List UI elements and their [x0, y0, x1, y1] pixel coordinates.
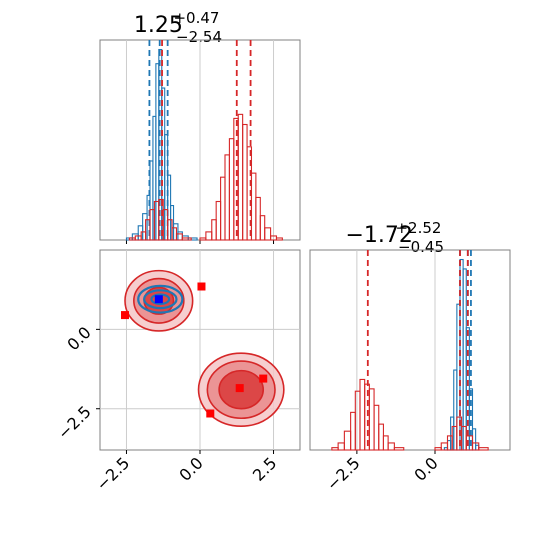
hist-bar-red [205, 231, 213, 241]
hist-bar-red [215, 200, 222, 241]
hist-bar-red [175, 233, 183, 241]
layer-joint: −2.5 0.0 2.5 −2.5 0.0 [54, 250, 300, 494]
hist-bar-red [378, 423, 384, 451]
marker-red [235, 384, 244, 393]
title-hist-y: −1.72 +2.52 −0.45 [345, 218, 446, 256]
marker-red [259, 374, 268, 383]
hist-bar-red [471, 442, 480, 451]
x-tick-label: 0.0 [410, 453, 441, 484]
hist-bar-red [199, 237, 207, 241]
panel-hist-y: −1.72 +2.52 −0.45 −2.5 0.0 [309, 218, 511, 494]
marker-red [206, 409, 215, 418]
marker-blue [154, 295, 163, 304]
hist-bar-red [153, 200, 160, 241]
hist-bar-red [140, 231, 147, 241]
hist-bar-red [242, 123, 248, 241]
hist-bar-blue [177, 231, 183, 241]
marker-red [197, 282, 206, 291]
hist-bar-red [264, 227, 272, 241]
hist-bar-red [224, 154, 230, 241]
hist-bar-red [220, 176, 226, 241]
x-tick-label: −2.5 [323, 453, 364, 494]
hist-bar-blue [137, 225, 144, 241]
layer-hist-y: −2.5 0.0 [323, 250, 489, 494]
hist-bar-red [359, 378, 366, 451]
contour-blue [137, 284, 184, 314]
contour-blue [150, 293, 171, 306]
frame-hist-y [309, 249, 511, 451]
hist-bar-red [434, 447, 442, 451]
panel-joint: −2.5 0.0 2.5 −2.5 0.0 [54, 249, 301, 494]
hist-bar-red [373, 404, 380, 451]
hist-bar-red [331, 447, 339, 451]
title-sub: −0.45 [398, 238, 444, 256]
hist-bar-blue [172, 223, 179, 241]
hist-bar-red [350, 411, 356, 451]
hist-bar-red [211, 219, 217, 241]
hist-bar-blue [142, 213, 148, 241]
hist-bar-red [228, 138, 235, 241]
contour-blue [143, 289, 178, 310]
x-tick-label: 2.5 [249, 453, 280, 484]
hist-bar-red [259, 215, 266, 241]
hist-bar-red [149, 209, 155, 241]
title-hist-x: 1.25 +0.47 −2.54 [134, 8, 225, 46]
hist-bar-red [354, 390, 361, 451]
hist-bar-red [275, 237, 283, 241]
hist-bar-red [478, 447, 489, 451]
y-tick-label: 0.0 [63, 323, 94, 354]
x-tick-label: −2.5 [92, 453, 133, 494]
hist-bar-red [461, 425, 467, 451]
layer-hist-x [125, 40, 283, 244]
hist-bar-red [451, 425, 458, 451]
panel-hist-x: 1.25 +0.47 −2.54 [99, 8, 301, 244]
hist-bar-red [255, 196, 261, 241]
hist-bar-red [368, 388, 375, 451]
x-tick-label: 0.0 [175, 453, 206, 484]
hist-bar-blue [187, 237, 198, 241]
hist-bar-red [387, 442, 395, 451]
hist-bar-red [250, 172, 257, 241]
marker-red [121, 311, 129, 320]
title-sub: −2.54 [176, 28, 222, 46]
hist-bar-red [171, 227, 178, 241]
hist-bar-red [393, 447, 405, 451]
title-main: −1.72 [345, 223, 412, 248]
y-tick-label: −2.5 [54, 402, 95, 443]
hist-bar-red [181, 237, 192, 241]
hist-bar-red [237, 113, 244, 241]
hist-bar-red [446, 435, 453, 451]
hist-bar-red [337, 442, 345, 451]
hist-bar-red [382, 435, 389, 451]
title-sup: +0.47 [173, 9, 219, 27]
title-main: 1.25 [134, 13, 183, 38]
title-sup: +2.52 [395, 219, 441, 237]
hist-bar-red [343, 430, 352, 451]
